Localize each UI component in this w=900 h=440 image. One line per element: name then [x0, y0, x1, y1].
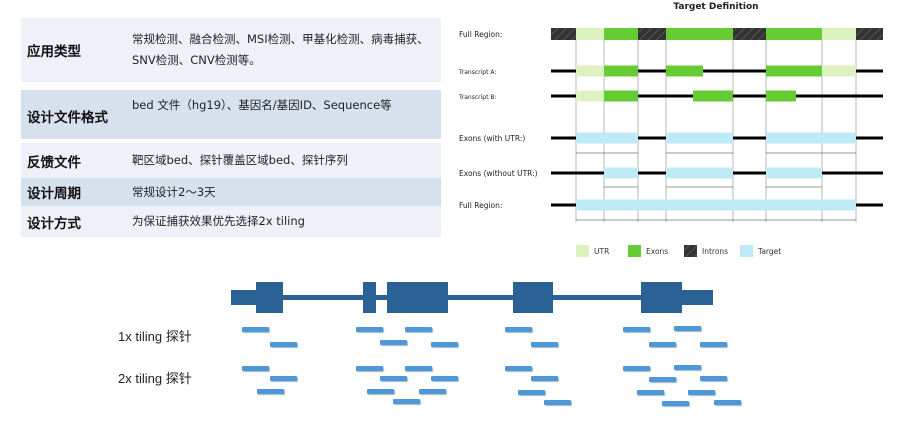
- utr: [576, 90, 604, 102]
- exon: [513, 282, 553, 313]
- target: [666, 132, 733, 144]
- legend-label: Introns: [702, 247, 728, 256]
- probe: [688, 390, 715, 395]
- table-row: 设计方式 为保证捕获效果优先选择2x tiling: [21, 206, 441, 237]
- probe: [405, 327, 432, 332]
- row-label: Transcript A:: [458, 69, 496, 76]
- diagram-title: Target Definition: [673, 2, 758, 12]
- table-row: 设计周期 常规设计2～3天: [21, 178, 441, 206]
- probe: [505, 327, 532, 332]
- probe: [367, 389, 394, 394]
- utr-block: [231, 290, 261, 305]
- utr: [822, 65, 856, 77]
- probe: [356, 327, 383, 332]
- legend-swatch: [628, 245, 641, 257]
- legend-swatch: [684, 245, 697, 257]
- probe: [674, 365, 701, 370]
- exon: [387, 282, 448, 313]
- probe: [700, 376, 727, 381]
- probe: [674, 326, 701, 331]
- exon: [766, 28, 822, 40]
- probe: [431, 342, 458, 347]
- target: [604, 167, 638, 179]
- probe: [270, 376, 297, 381]
- row-value: bed 文件（hg19）、基因名/基因ID、Sequence等: [132, 98, 392, 112]
- label-2x-tiling: 2x tiling 探针: [118, 371, 192, 386]
- legend-swatch: [576, 245, 589, 257]
- exon: [604, 65, 638, 77]
- target: [666, 167, 733, 179]
- row-label: Full Region:: [459, 30, 502, 39]
- utr-block: [680, 290, 713, 305]
- row-label: Exons (without UTR:): [459, 169, 538, 178]
- row-label: Full Region:: [459, 201, 502, 210]
- probe: [242, 366, 269, 371]
- table-row: 反馈文件 靶区域bed、探针覆盖区域bed、探针序列: [21, 143, 441, 178]
- row-value: 常规设计2～3天: [132, 184, 216, 199]
- probe: [623, 366, 650, 371]
- exon: [604, 28, 638, 40]
- probe: [649, 377, 676, 382]
- probe: [419, 389, 446, 394]
- table-row: 设计文件格式 bed 文件（hg19）、基因名/基因ID、Sequence等: [21, 90, 441, 139]
- probe: [531, 376, 558, 381]
- exon: [363, 282, 376, 313]
- probe: [257, 389, 284, 394]
- legend-label: Target: [757, 247, 781, 256]
- probe: [649, 342, 676, 347]
- probe: [405, 366, 432, 371]
- row-value: 常规检测、融合检测、MSI检测、甲基化检测、病毒捕获、SNV检测、CNV检测等。: [132, 32, 429, 67]
- target: [576, 132, 638, 144]
- utr: [576, 65, 604, 77]
- legend-swatch: [740, 245, 753, 257]
- legend-label: UTR: [594, 247, 609, 256]
- row-key: 设计周期: [27, 186, 81, 202]
- exon: [641, 282, 682, 313]
- row-key: 反馈文件: [27, 154, 81, 171]
- probe: [505, 366, 532, 371]
- row-key: 应用类型: [27, 44, 81, 60]
- probe: [623, 327, 650, 332]
- probe: [270, 342, 297, 347]
- probe: [714, 400, 741, 405]
- probe: [531, 342, 558, 347]
- probe: [356, 366, 383, 371]
- exon: [256, 282, 283, 313]
- exon: [666, 28, 733, 40]
- probe: [544, 400, 571, 405]
- probe: [380, 340, 407, 345]
- table-row: 应用类型 常规检测、融合检测、MSI检测、甲基化检测、病毒捕获、SNV检测、CNV…: [21, 18, 441, 82]
- intron-line: [260, 295, 685, 300]
- probe: [662, 401, 689, 406]
- target-definition-diagram: Target Definition Full Region: Transcrip…: [458, 2, 883, 257]
- exon: [666, 65, 703, 77]
- probe: [700, 342, 727, 347]
- label-1x-tiling: 1x tiling 探针: [118, 329, 192, 344]
- row-key: 设计文件格式: [27, 110, 108, 126]
- probe: [380, 376, 407, 381]
- row-label: Exons (with UTR:): [459, 134, 525, 143]
- exon: [693, 90, 733, 102]
- legend-label: Exons: [646, 247, 668, 256]
- probe: [637, 390, 664, 395]
- probe: [431, 376, 458, 381]
- target: [766, 167, 822, 179]
- exon: [604, 90, 638, 102]
- probe: [393, 399, 420, 404]
- probe: [242, 327, 269, 332]
- probe: [518, 390, 545, 395]
- row-value: 靶区域bed、探针覆盖区域bed、探针序列: [132, 153, 348, 167]
- utr: [822, 28, 856, 40]
- target: [576, 199, 856, 211]
- row-label: Transcript B:: [458, 94, 497, 101]
- target: [766, 132, 856, 144]
- row-value: 为保证捕获效果优先选择2x tiling: [132, 214, 305, 228]
- exon: [766, 65, 822, 77]
- utr: [576, 28, 604, 40]
- row-key: 设计方式: [27, 215, 81, 232]
- exon: [766, 90, 796, 102]
